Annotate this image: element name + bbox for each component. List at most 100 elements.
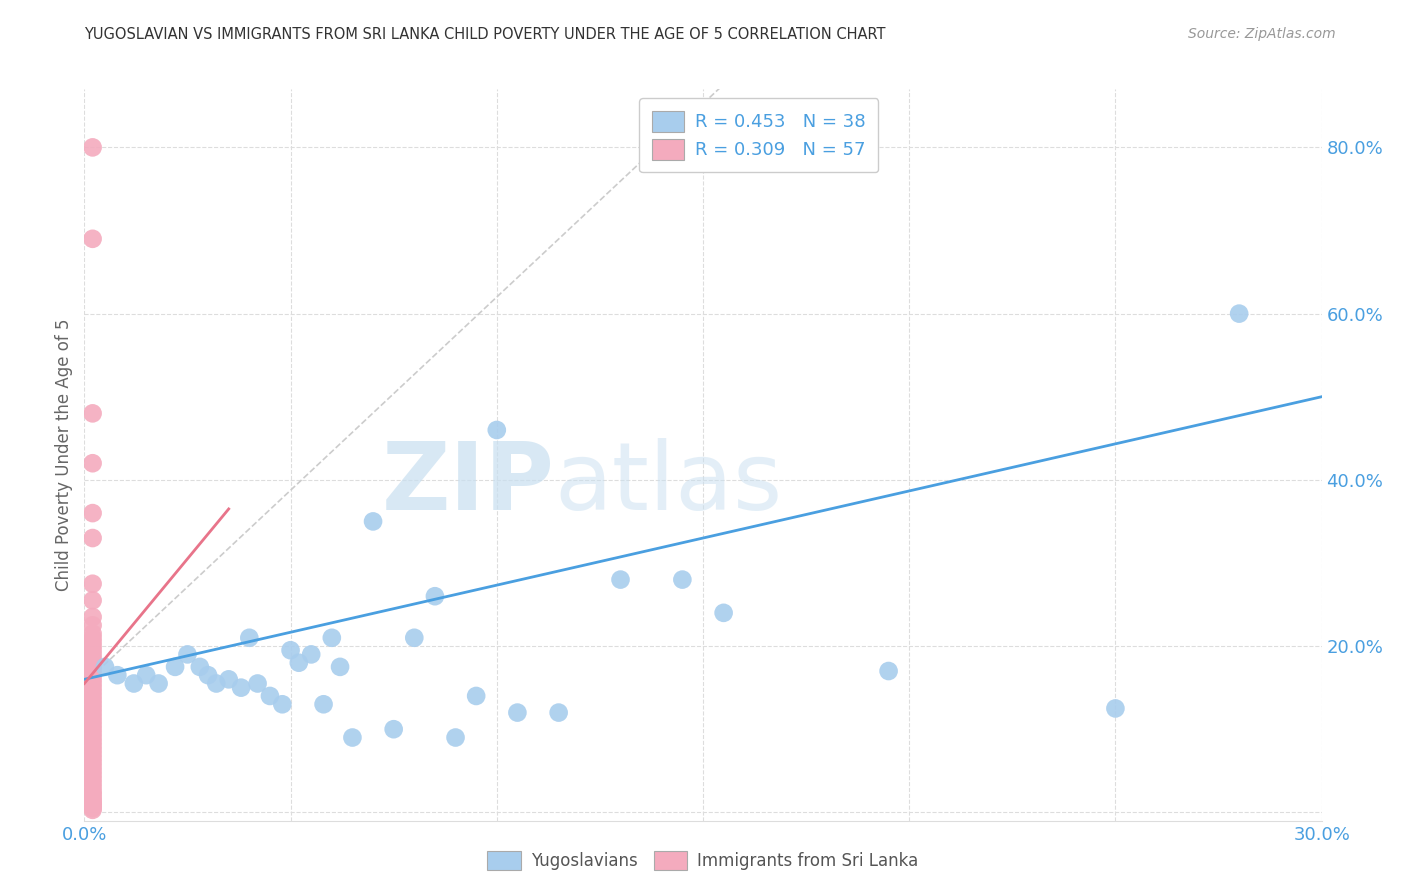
Point <box>105 668 128 682</box>
Point <box>423 589 446 603</box>
Point <box>82 643 104 657</box>
Point <box>82 768 104 782</box>
Point <box>82 656 104 670</box>
Point <box>280 643 302 657</box>
Point <box>713 606 735 620</box>
Point <box>82 668 104 682</box>
Point <box>82 506 104 520</box>
Text: ZIP: ZIP <box>381 438 554 530</box>
Point <box>82 698 104 712</box>
Point <box>82 685 104 699</box>
Point <box>82 631 104 645</box>
Point <box>82 718 104 732</box>
Point <box>197 668 219 682</box>
Point <box>82 772 104 786</box>
Point <box>1227 307 1250 321</box>
Point <box>82 764 104 778</box>
Point <box>82 739 104 753</box>
Text: atlas: atlas <box>554 438 783 530</box>
Point <box>82 689 104 703</box>
Point <box>82 793 104 807</box>
Point <box>82 456 104 470</box>
Point <box>82 759 104 773</box>
Point <box>485 423 508 437</box>
Point <box>82 626 104 640</box>
Point <box>82 747 104 761</box>
Point <box>271 698 294 712</box>
Point <box>82 756 104 770</box>
Point <box>877 664 900 678</box>
Point <box>342 731 364 745</box>
Point <box>465 689 488 703</box>
Point <box>506 706 529 720</box>
Point <box>82 797 104 811</box>
Point <box>82 801 104 815</box>
Point <box>82 618 104 632</box>
Point <box>404 631 426 645</box>
Point <box>82 635 104 649</box>
Point <box>82 790 104 805</box>
Point <box>82 731 104 745</box>
Point <box>1104 701 1126 715</box>
Point <box>82 693 104 707</box>
Point <box>444 731 467 745</box>
Point <box>82 681 104 695</box>
Point <box>82 780 104 795</box>
Point <box>82 676 104 690</box>
Point <box>82 787 104 801</box>
Point <box>82 593 104 607</box>
Point <box>259 689 281 703</box>
Point <box>229 681 252 695</box>
Point <box>82 734 104 748</box>
Point <box>82 651 104 665</box>
Text: Source: ZipAtlas.com: Source: ZipAtlas.com <box>1188 27 1336 41</box>
Point <box>288 656 311 670</box>
Point <box>148 676 170 690</box>
Point <box>205 676 228 690</box>
Point <box>82 648 104 662</box>
Point <box>122 676 145 690</box>
Point <box>82 706 104 720</box>
Point <box>94 660 117 674</box>
Point <box>609 573 631 587</box>
Point <box>321 631 343 645</box>
Point <box>82 776 104 790</box>
Point <box>361 515 384 529</box>
Point <box>82 714 104 728</box>
Point <box>82 796 104 810</box>
Point <box>82 803 104 817</box>
Point <box>82 723 104 737</box>
Point <box>82 232 104 246</box>
Point <box>82 726 104 740</box>
Point <box>82 784 104 798</box>
Point <box>82 660 104 674</box>
Point <box>82 406 104 420</box>
Point <box>82 743 104 757</box>
Y-axis label: Child Poverty Under the Age of 5: Child Poverty Under the Age of 5 <box>55 318 73 591</box>
Point <box>82 710 104 724</box>
Point <box>246 676 269 690</box>
Point <box>165 660 187 674</box>
Point <box>188 660 211 674</box>
Point <box>82 798 104 813</box>
Point <box>82 639 104 653</box>
Point <box>299 648 322 662</box>
Point <box>547 706 569 720</box>
Point <box>135 668 157 682</box>
Point <box>176 648 198 662</box>
Point <box>312 698 335 712</box>
Point <box>82 531 104 545</box>
Point <box>671 573 693 587</box>
Point <box>218 673 240 687</box>
Point <box>329 660 352 674</box>
Point <box>82 664 104 678</box>
Point <box>82 610 104 624</box>
Point <box>82 673 104 687</box>
Point <box>382 723 405 737</box>
Point <box>82 751 104 765</box>
Point <box>238 631 260 645</box>
Text: YUGOSLAVIAN VS IMMIGRANTS FROM SRI LANKA CHILD POVERTY UNDER THE AGE OF 5 CORREL: YUGOSLAVIAN VS IMMIGRANTS FROM SRI LANKA… <box>84 27 886 42</box>
Point <box>82 576 104 591</box>
Legend: Yugoslavians, Immigrants from Sri Lanka: Yugoslavians, Immigrants from Sri Lanka <box>479 842 927 878</box>
Point <box>82 701 104 715</box>
